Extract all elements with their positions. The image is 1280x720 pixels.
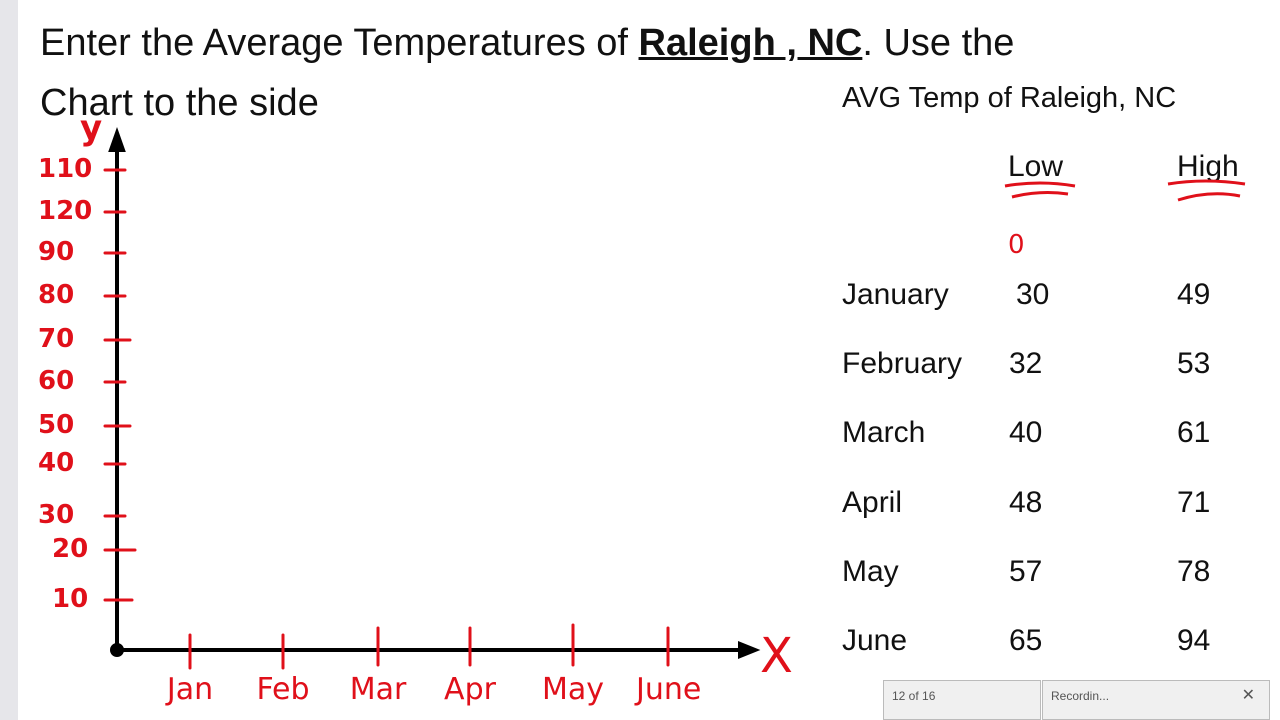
heading-line: Chart to the side: [40, 82, 319, 124]
low-cell: 40: [1009, 416, 1043, 450]
x-tick-label: Apr: [444, 672, 496, 707]
month-cell: June: [842, 624, 908, 657]
low-cell: 57: [1009, 554, 1043, 588]
x-axis-label: X: [760, 628, 793, 684]
month-cell: January: [842, 278, 949, 311]
y-tick-label: 30: [38, 500, 75, 530]
y-tick-label: 20: [52, 534, 89, 564]
y-tick-label: 70: [38, 324, 75, 354]
y-tick-label: 60: [38, 366, 75, 396]
y-tick-label: 50: [38, 410, 75, 440]
y-axis-label: y: [80, 108, 103, 148]
x-tick-label: Jan: [166, 672, 214, 707]
high-cell: 94: [1177, 624, 1211, 657]
page-indicator-panel: 12 of 16: [883, 680, 1041, 720]
month-cell: March: [842, 416, 926, 450]
column-header: Low: [1008, 150, 1064, 183]
high-cell: 78: [1177, 554, 1211, 588]
month-cell: April: [842, 485, 903, 519]
heading-text: Enter the Average Temperatures of: [40, 22, 639, 64]
high-cell: 49: [1177, 278, 1211, 311]
high-cell: 71: [1177, 485, 1211, 519]
column-header: High: [1177, 150, 1239, 183]
heading-place: Raleigh , NC: [638, 22, 863, 64]
low-cell: 32: [1009, 347, 1043, 381]
y-tick-label: 90: [38, 237, 75, 267]
high-cell: 53: [1177, 347, 1211, 381]
graph: [103, 126, 761, 670]
x-tick-label: Mar: [349, 672, 407, 707]
month-cell: February: [842, 347, 963, 381]
recording-window[interactable]: Recordin... ✕: [1042, 680, 1270, 720]
heading: Enter the Average Temperatures of Raleig…: [40, 22, 1014, 65]
x-tick-label: Feb: [256, 672, 310, 707]
low-cell: 30: [1016, 278, 1050, 311]
x-tick-label: May: [541, 672, 605, 707]
low-cell: 65: [1009, 624, 1043, 657]
low-cell: 48: [1009, 485, 1043, 519]
y-tick-label: 120: [38, 196, 93, 226]
heading-text: . Use the: [862, 22, 1015, 64]
annotation: 0: [1008, 230, 1025, 260]
recording-title: Recordin...: [1051, 689, 1110, 703]
table-title: AVG Temp of Raleigh, NC: [842, 82, 1177, 114]
y-tick-label: 110: [38, 154, 93, 184]
y-tick-label: 40: [38, 448, 75, 478]
side-stripe: [0, 0, 18, 720]
high-cell: 61: [1177, 416, 1211, 450]
y-tick-label: 10: [52, 584, 89, 614]
x-tick-label: June: [636, 672, 702, 707]
month-cell: May: [842, 554, 899, 588]
close-button[interactable]: ✕: [1241, 687, 1255, 704]
y-tick-label: 80: [38, 280, 75, 310]
page-indicator: 12 of 16: [892, 689, 936, 703]
